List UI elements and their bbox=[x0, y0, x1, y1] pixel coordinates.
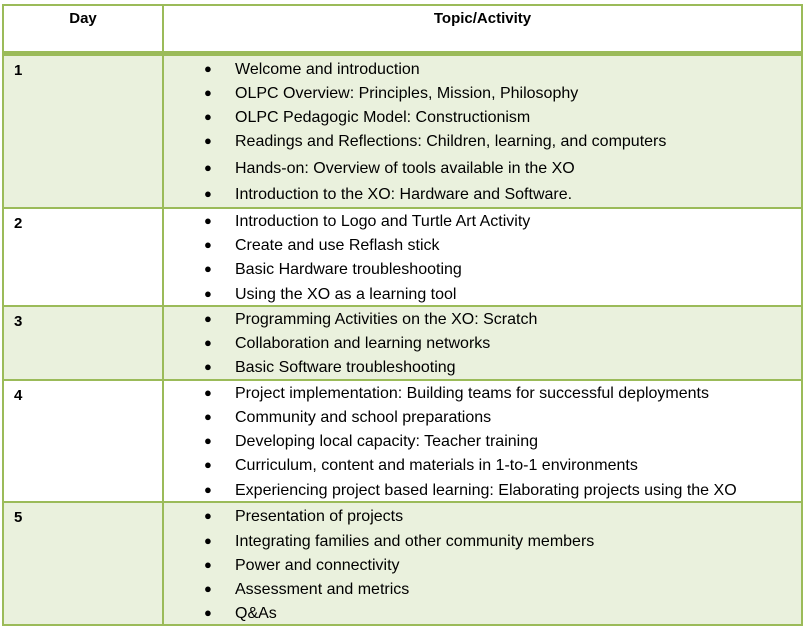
list-item: ● Basic Hardware troubleshooting bbox=[164, 261, 801, 286]
bullet-icon: ● bbox=[204, 213, 212, 228]
bullet-icon: ● bbox=[204, 109, 212, 124]
table-row-day-5: 5 ● Presentation of projects ● Integrating… bbox=[4, 501, 801, 624]
list-item: ● Presentation of projects bbox=[164, 508, 801, 533]
topic-list: ● Welcome and introduction ● OLPC Overview… bbox=[164, 61, 801, 210]
day-number: 5 bbox=[4, 503, 164, 624]
bullet-icon: ● bbox=[204, 85, 212, 100]
day-number: 1 bbox=[4, 56, 164, 207]
list-item: ● Community and school preparations bbox=[164, 409, 801, 433]
bullet-icon: ● bbox=[204, 557, 212, 572]
bullet-icon: ● bbox=[204, 433, 212, 448]
table-row-day-4: 4 ● Project implementation: Building team… bbox=[4, 379, 801, 501]
topic-list: ● Project implementation: Building teams … bbox=[164, 385, 801, 506]
list-item: ● Welcome and introduction bbox=[164, 61, 801, 85]
list-item: ● OLPC Overview: Principles, Mission, Phi… bbox=[164, 85, 801, 109]
bullet-icon: ● bbox=[204, 311, 212, 326]
bullet-icon: ● bbox=[204, 581, 212, 596]
header-day: Day bbox=[4, 6, 164, 51]
table-row-day-3: 3 ● Programming Activities on the XO: Scr… bbox=[4, 305, 801, 379]
bullet-icon: ● bbox=[204, 186, 212, 201]
bullet-icon: ● bbox=[204, 133, 212, 148]
bullet-icon: ● bbox=[204, 533, 212, 548]
topic-list: ● Presentation of projects ● Integrating f… bbox=[164, 508, 801, 629]
topic-cell: ● Presentation of projects ● Integrating f… bbox=[164, 503, 801, 624]
list-item: ● Developing local capacity: Teacher trai… bbox=[164, 433, 801, 457]
topic-cell: ● Welcome and introduction ● OLPC Overview… bbox=[164, 56, 801, 207]
list-item: ● Programming Activities on the XO: Scrat… bbox=[164, 311, 801, 335]
day-number: 4 bbox=[4, 381, 164, 501]
list-item: ● Project implementation: Building teams … bbox=[164, 385, 801, 409]
bullet-icon: ● bbox=[204, 237, 212, 252]
bullet-icon: ● bbox=[204, 605, 212, 620]
table-row-day-2: 2 ● Introduction to Logo and Turtle Art A… bbox=[4, 207, 801, 305]
schedule-table: Day Topic/Activity 1 ● Welcome and introd… bbox=[2, 4, 803, 626]
list-item: ● Integrating families and other communit… bbox=[164, 533, 801, 557]
bullet-icon: ● bbox=[204, 160, 212, 175]
list-item: ● Hands-on: Overview of tools available i… bbox=[164, 160, 801, 186]
list-item: ● Readings and Reflections: Children, lea… bbox=[164, 133, 801, 160]
table-header-row: Day Topic/Activity bbox=[4, 6, 801, 54]
bullet-icon: ● bbox=[204, 61, 212, 76]
topic-cell: ● Programming Activities on the XO: Scrat… bbox=[164, 307, 801, 379]
topic-list: ● Programming Activities on the XO: Scrat… bbox=[164, 311, 801, 383]
bullet-icon: ● bbox=[204, 482, 212, 497]
list-item: ● Q&As bbox=[164, 605, 801, 629]
bullet-icon: ● bbox=[204, 457, 212, 472]
bullet-icon: ● bbox=[204, 335, 212, 350]
list-item: ● Create and use Reflash stick bbox=[164, 237, 801, 261]
list-item: ● Introduction to Logo and Turtle Art Act… bbox=[164, 213, 801, 237]
bullet-icon: ● bbox=[204, 508, 212, 523]
list-item: ● Power and connectivity bbox=[164, 557, 801, 581]
list-item: ● Collaboration and learning networks bbox=[164, 335, 801, 359]
list-item: ● Assessment and metrics bbox=[164, 581, 801, 605]
bullet-icon: ● bbox=[204, 359, 212, 374]
day-number: 3 bbox=[4, 307, 164, 379]
bullet-icon: ● bbox=[204, 261, 212, 276]
bullet-icon: ● bbox=[204, 409, 212, 424]
topic-cell: ● Project implementation: Building teams … bbox=[164, 381, 801, 501]
day-number: 2 bbox=[4, 209, 164, 305]
topic-list: ● Introduction to Logo and Turtle Art Act… bbox=[164, 213, 801, 310]
list-item: ● OLPC Pedagogic Model: Constructionism bbox=[164, 109, 801, 133]
list-item: ● Curriculum, content and materials in 1-… bbox=[164, 457, 801, 482]
bullet-icon: ● bbox=[204, 286, 212, 301]
header-topic: Topic/Activity bbox=[164, 6, 801, 51]
bullet-icon: ● bbox=[204, 385, 212, 400]
table-row-day-1: 1 ● Welcome and introduction ● OLPC Overvi… bbox=[4, 54, 801, 207]
topic-cell: ● Introduction to Logo and Turtle Art Act… bbox=[164, 209, 801, 305]
